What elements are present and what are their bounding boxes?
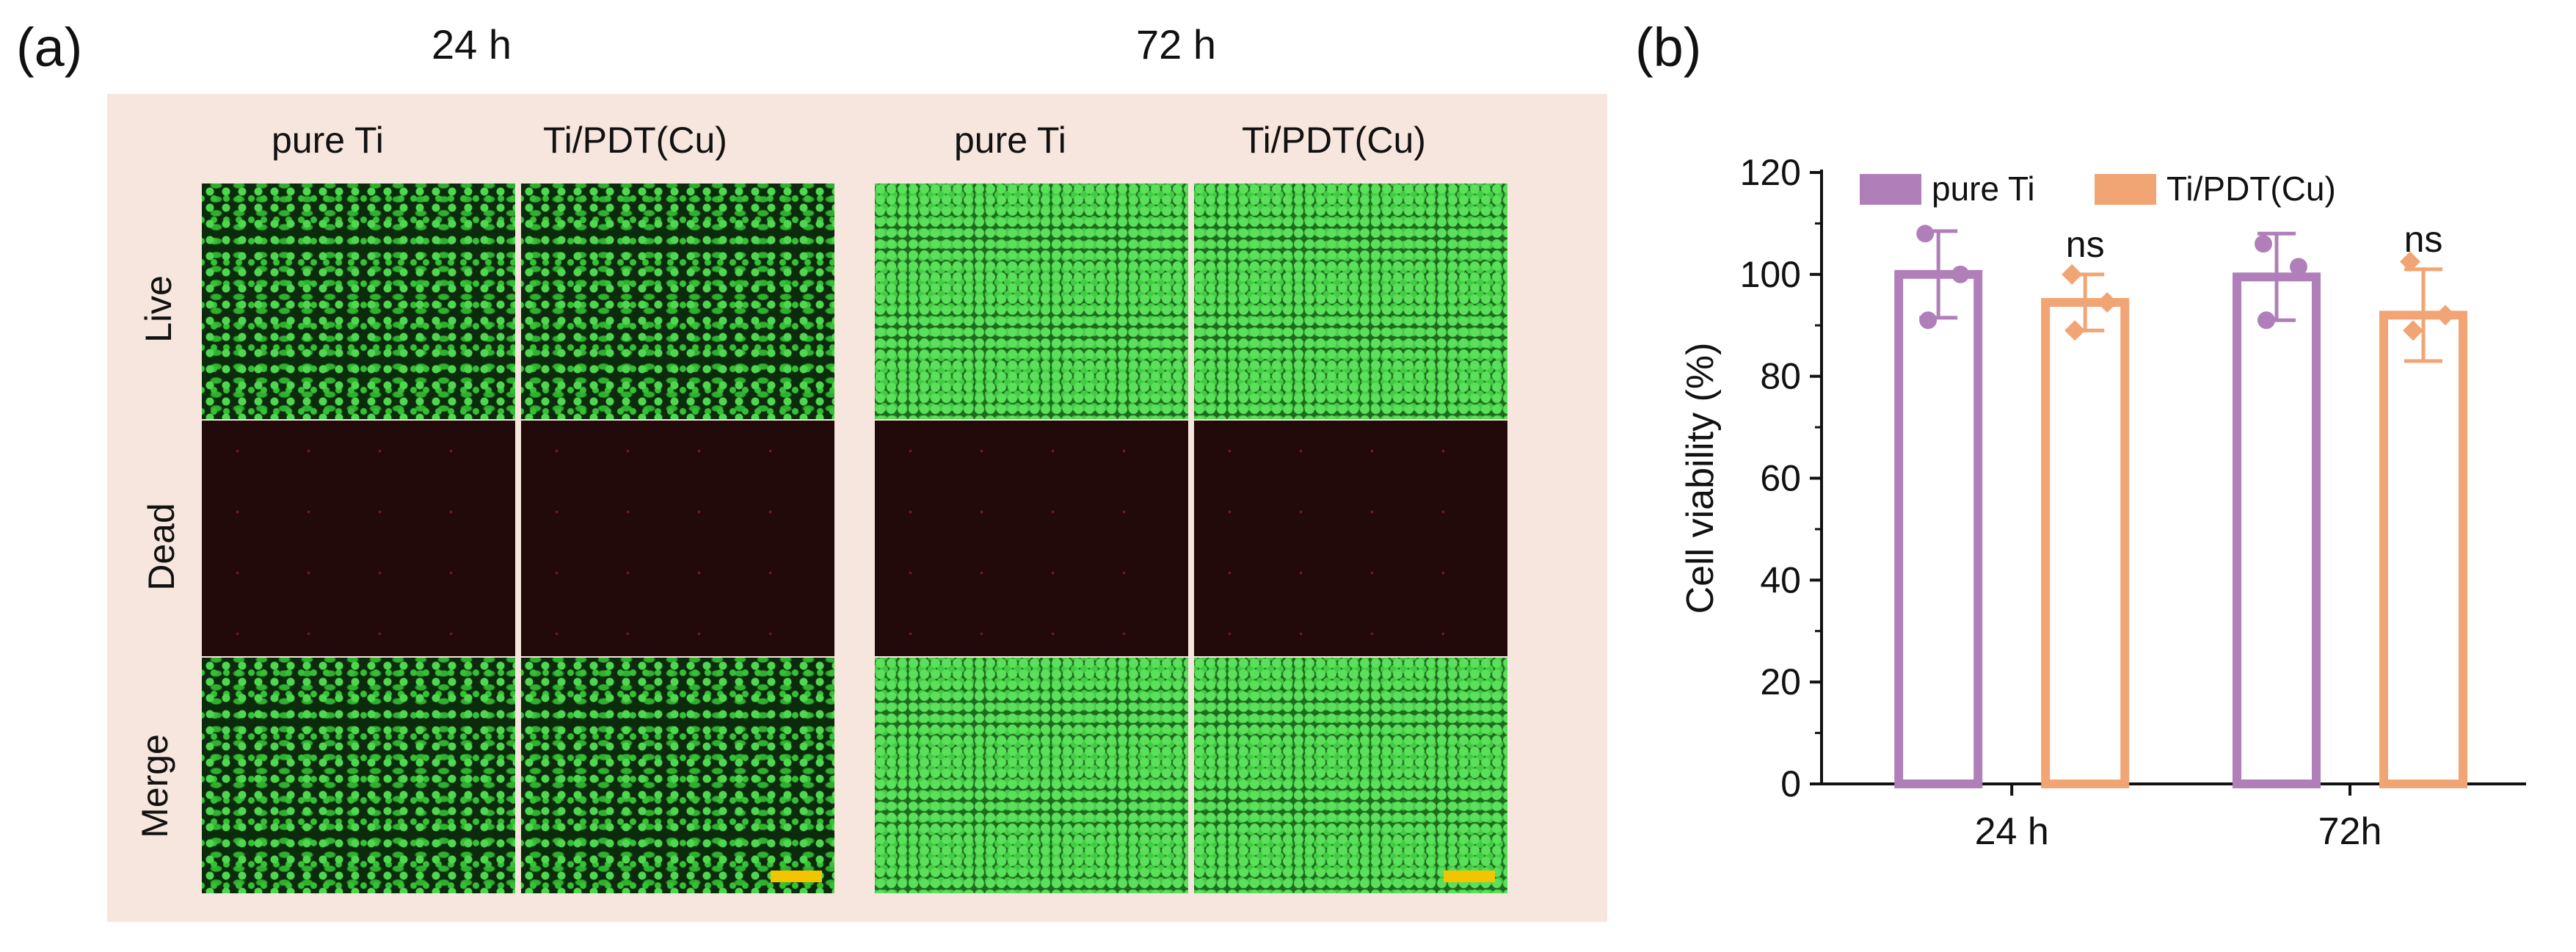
y-tick-label: 40 xyxy=(1760,559,1801,600)
panel-a-letter: (a) xyxy=(16,16,82,79)
micrograph-dead-ti-pdt-cu-72h xyxy=(1194,421,1507,656)
y-tick-label: 20 xyxy=(1760,661,1801,702)
bar xyxy=(2237,277,2316,784)
micrograph-live-pure-ti-24h xyxy=(202,184,515,419)
micrograph-dead-pure-ti-72h xyxy=(875,421,1188,656)
column-label-pure-ti-24h: pure Ti xyxy=(272,119,384,161)
data-point xyxy=(2255,235,2272,252)
x-tick-label: 24 h xyxy=(1975,810,2049,853)
micrograph-live-pure-ti-72h xyxy=(875,184,1188,419)
x-tick-label: 72h xyxy=(2318,810,2382,853)
y-tick-label: 0 xyxy=(1780,763,1801,804)
legend-swatch xyxy=(2095,174,2156,205)
significance-label: ns xyxy=(2404,219,2443,260)
data-point xyxy=(1919,311,1937,329)
data-point xyxy=(2403,320,2423,341)
bar xyxy=(2384,315,2463,784)
micrograph-live-ti-pdt-cu-72h xyxy=(1194,184,1507,419)
micrograph-merge-pure-ti-24h xyxy=(202,658,515,893)
viability-bar-chart: 0 20 40 60 80 100 120 Cell viability (%) 24 h 72h… xyxy=(1622,103,2569,947)
column-label-ti-pdt-cu-24h: Ti/PDT(Cu) xyxy=(543,119,727,161)
row-label-merge: Merge xyxy=(134,734,176,838)
column-label-pure-ti-72h: pure Ti xyxy=(954,119,1066,161)
micrograph-dead-pure-ti-24h xyxy=(202,421,515,656)
bar xyxy=(1899,275,1978,784)
time-header-72h: 72 h xyxy=(1136,21,1216,68)
column-label-ti-pdt-cu-72h: Ti/PDT(Cu) xyxy=(1242,119,1426,161)
chart-bars: ns ns xyxy=(1899,219,2463,784)
data-point xyxy=(2064,320,2085,341)
data-point xyxy=(2435,305,2456,325)
legend-label: pure Ti xyxy=(1932,170,2035,208)
legend-swatch xyxy=(1860,174,1921,205)
time-header-24h: 24 h xyxy=(432,21,512,68)
data-point xyxy=(1916,225,1934,242)
chart-legend: pure Ti Ti/PDT(Cu) xyxy=(1860,170,2336,208)
y-tick-label: 120 xyxy=(1740,152,1801,193)
data-point xyxy=(2257,311,2275,329)
data-point xyxy=(2062,264,2082,285)
bar xyxy=(2045,302,2125,784)
micrograph-live-ti-pdt-cu-24h xyxy=(521,184,834,419)
micrograph-dead-ti-pdt-cu-24h xyxy=(521,421,834,656)
y-tick-label: 100 xyxy=(1740,254,1801,295)
y-tick-label: 60 xyxy=(1760,458,1801,499)
data-point xyxy=(2290,258,2307,275)
micrograph-merge-pure-ti-72h xyxy=(875,658,1188,893)
scale-bar xyxy=(1444,871,1495,882)
panel-b-letter: (b) xyxy=(1635,16,1701,79)
legend-label: Ti/PDT(Cu) xyxy=(2166,170,2336,208)
data-point xyxy=(2097,292,2117,313)
row-label-dead: Dead xyxy=(140,503,183,591)
data-point xyxy=(1951,266,1969,283)
y-axis-title: Cell viability (%) xyxy=(1679,343,1722,614)
micrograph-merge-ti-pdt-cu-72h xyxy=(1194,658,1507,893)
significance-label: ns xyxy=(2066,224,2105,265)
row-label-live: Live xyxy=(137,275,180,343)
micrograph-merge-ti-pdt-cu-24h xyxy=(521,658,834,893)
scale-bar xyxy=(771,871,822,882)
y-tick-label: 80 xyxy=(1760,356,1801,397)
